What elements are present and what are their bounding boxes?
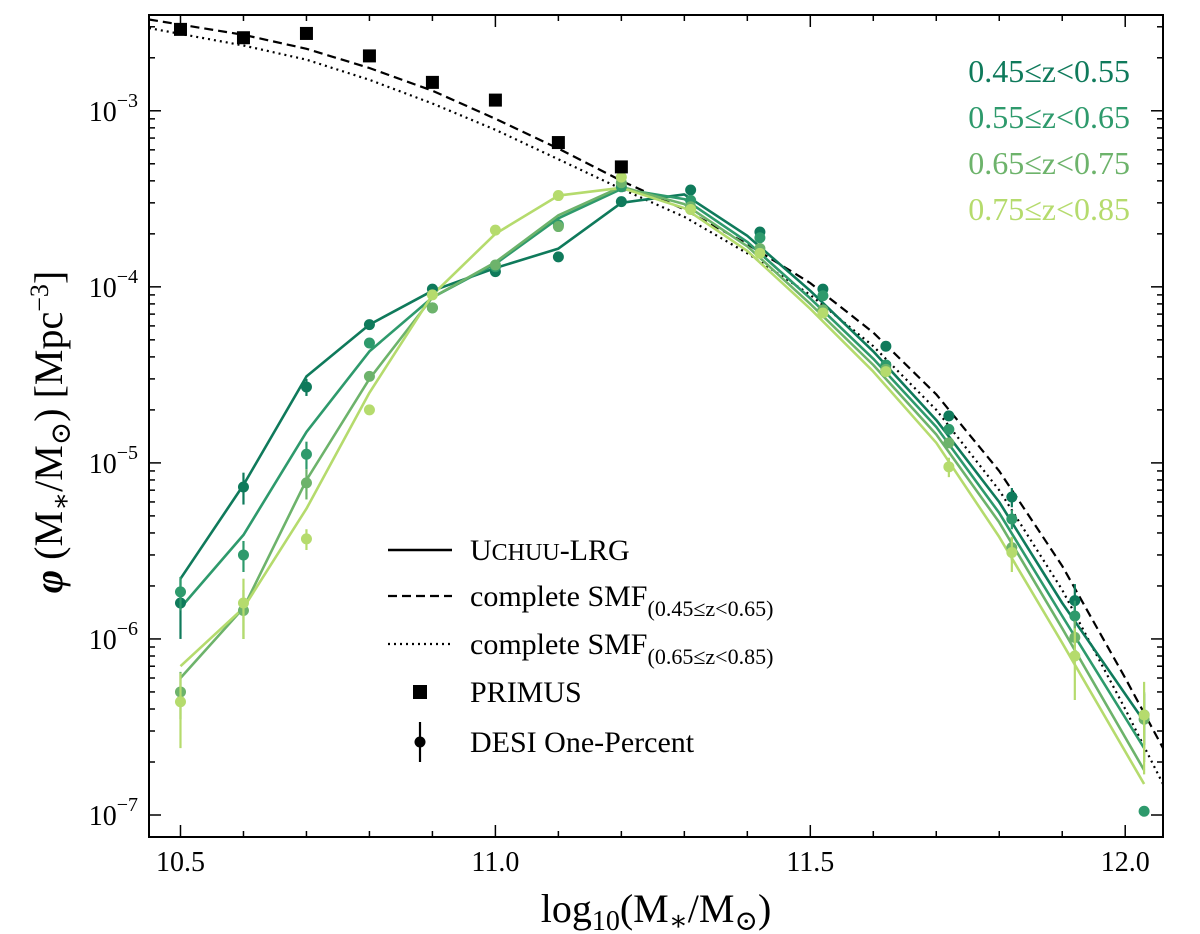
uchuu-model-line-2 xyxy=(179,185,1146,771)
desi-data-point xyxy=(754,232,766,244)
legend-point-swatch xyxy=(414,736,426,748)
desi-data-point xyxy=(880,340,892,352)
redshift-labels: 0.45≤z<0.55 0.55≤z<0.65 0.65≤z<0.75 0.75≤z<… xyxy=(968,53,1130,227)
x-tick-label: 11.0 xyxy=(471,847,519,878)
desi-data-point xyxy=(1069,650,1081,662)
primus-square xyxy=(299,26,313,40)
desi-data-point xyxy=(237,597,249,609)
desi-data-point xyxy=(300,381,312,393)
redshift-label: 0.55≤z<0.65 xyxy=(968,99,1130,135)
y-tick-label: 10−3 xyxy=(89,90,138,128)
desi-data-point xyxy=(300,533,312,545)
legend-square-swatch xyxy=(413,685,427,699)
desi-data-point xyxy=(489,224,501,236)
desi-data-point xyxy=(174,696,186,708)
desi-data-point xyxy=(1006,546,1018,558)
desi-data-point xyxy=(943,461,955,473)
primus-square xyxy=(551,136,565,150)
desi-data-point xyxy=(685,184,697,196)
legend-label: UCHUU-LRG xyxy=(470,534,630,567)
plot-frame xyxy=(148,14,1164,838)
x-tick-label: 11.5 xyxy=(786,847,834,878)
redshift-label: 0.75≤z<0.85 xyxy=(968,191,1130,227)
desi-data-point xyxy=(943,410,955,422)
desi-data-point xyxy=(817,290,829,302)
complete-smf-high-curve xyxy=(148,27,1164,785)
desi-data-point xyxy=(615,171,627,183)
y-tick-label: 10−5 xyxy=(89,442,138,480)
desi-data-point xyxy=(552,221,564,233)
uchuu-model-line-1 xyxy=(179,187,1146,749)
redshift-label: 0.45≤z<0.55 xyxy=(968,53,1130,89)
y-tick-label: 10−4 xyxy=(89,266,138,304)
desi-data-point xyxy=(880,366,892,378)
desi-data-point xyxy=(1006,513,1018,525)
desi-data-point xyxy=(363,370,375,382)
legend: UCHUU-LRG complete SMF(0.45≤z<0.65) comple… xyxy=(388,534,773,762)
desi-data-point xyxy=(426,302,438,314)
uchuu-model-line-0 xyxy=(179,193,1146,723)
desi-data-point xyxy=(1006,491,1018,503)
desi-data-point xyxy=(300,477,312,489)
complete-smf-low-curve xyxy=(148,18,1164,749)
curves xyxy=(148,18,1164,785)
x-axis-title: log10(M∗/M⊙) xyxy=(541,886,772,934)
primus-square xyxy=(614,160,628,174)
desi-data-point xyxy=(174,586,186,598)
desi-data-point xyxy=(943,423,955,435)
desi-data-point xyxy=(1069,610,1081,622)
primus-square xyxy=(173,22,187,36)
desi-data-point xyxy=(552,190,564,202)
desi-data-point xyxy=(426,289,438,301)
y-axis-title: φ (M∗/M⊙) [Mpc−3] xyxy=(25,271,77,593)
desi-data-point xyxy=(300,448,312,460)
primus-square xyxy=(362,49,376,63)
axis-ticks: 10.5 11.0 11.5 12.0 10−7 10−6 10−5 10−4 10−3 xyxy=(89,15,1163,878)
desi-data-point xyxy=(685,203,697,215)
legend-label: complete SMF(0.65≤z<0.85) xyxy=(470,628,773,669)
primus-square xyxy=(425,75,439,89)
y-tick-label: 10−7 xyxy=(89,794,138,832)
desi-data-point xyxy=(943,437,955,449)
x-tick-label: 10.5 xyxy=(156,847,205,878)
desi-data-point xyxy=(1138,805,1150,817)
desi-data-point xyxy=(1138,709,1150,721)
markers xyxy=(173,22,1150,817)
legend-label: DESI One-Percent xyxy=(470,726,695,759)
desi-data-point xyxy=(363,319,375,331)
desi-data-point xyxy=(489,259,501,271)
desi-data-point xyxy=(615,196,627,208)
uchuu-model-line-3 xyxy=(179,186,1146,785)
desi-data-point xyxy=(552,251,564,263)
primus-square xyxy=(488,93,502,107)
desi-data-point xyxy=(754,247,766,259)
primus-square xyxy=(236,31,250,45)
desi-data-point xyxy=(237,549,249,561)
desi-data-point xyxy=(363,337,375,349)
legend-label: PRIMUS xyxy=(470,676,582,709)
x-tick-label: 12.0 xyxy=(1101,847,1150,878)
desi-data-point xyxy=(817,307,829,319)
redshift-label: 0.65≤z<0.75 xyxy=(968,145,1130,181)
legend-label: complete SMF(0.45≤z<0.65) xyxy=(470,580,773,621)
y-tick-label: 10−6 xyxy=(89,618,138,656)
desi-data-point xyxy=(363,404,375,416)
desi-data-point xyxy=(237,481,249,493)
